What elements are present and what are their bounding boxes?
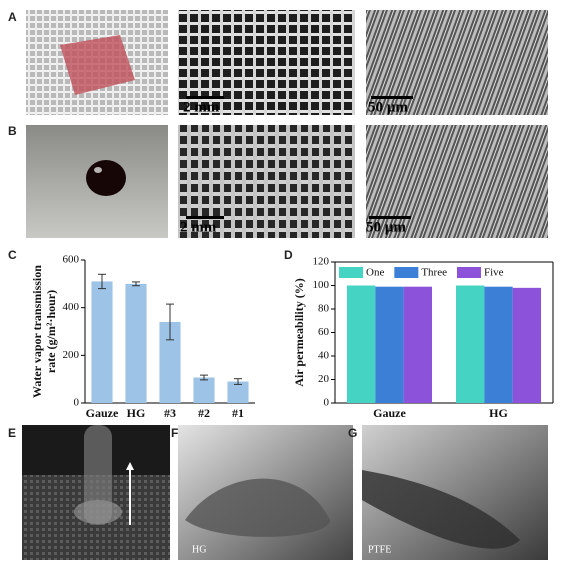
droplet [362,470,520,549]
scale-bar [371,96,413,99]
bar [125,283,147,403]
arrow-head [126,462,134,470]
y-tick-label: 60 [318,326,330,338]
bar [159,321,181,403]
legend-swatch [456,267,481,278]
scale-label: 2 mm [183,99,220,115]
bar [193,377,215,403]
panel-label: G [348,426,357,440]
x-tick-label: Gauze [86,406,119,420]
x-tick-label: #3 [164,406,176,420]
bar [484,286,513,403]
y-tick-label: 600 [63,254,80,266]
tube [84,425,112,525]
bar [403,286,433,403]
scale-label: 2 mm [180,219,217,235]
y-tick-label: 40 [318,350,330,362]
panel-label: C [8,248,17,262]
panel-label: A [8,10,17,24]
panel-label: D [284,248,293,262]
scale-bar [186,216,224,219]
scale-bar [186,96,224,99]
y-tick-label: 200 [63,349,80,361]
y-tick-label: 0 [74,397,80,409]
y-tick-label: 80 [318,303,330,315]
image-label: HG [192,544,206,555]
y-tick-label: 0 [324,397,330,409]
scale-label: 50 µm [368,99,408,115]
y-axis-label: Water vapor transmission [30,265,44,398]
y-tick-label: 100 [313,279,330,291]
x-tick-label: #1 [232,406,244,420]
legend-label: Three [421,267,447,279]
droplet [86,160,126,196]
legend-label: One [366,267,384,279]
y-tick-label: 400 [63,301,80,313]
x-tick-label: #2 [198,406,210,420]
bar [455,285,485,403]
sem-image [366,125,548,238]
y-axis-label: Air permeability (%) [292,278,306,386]
panel-label: E [8,426,16,440]
bar [512,287,542,403]
droplet [74,500,122,524]
bar [91,281,113,403]
bar [375,286,404,403]
bar [346,285,376,403]
x-tick-label: HG [127,406,146,420]
bar [227,381,249,403]
y-tick-label: 20 [318,373,330,385]
x-tick-label: Gauze [373,406,406,420]
scale-bar [369,216,411,219]
blood-stain [60,35,135,95]
panel-label: B [8,124,17,138]
panel-label: F [171,426,178,440]
legend-swatch [339,267,363,278]
highlight [94,167,102,173]
photo [178,125,355,238]
droplet [185,478,330,537]
x-tick-label: HG [489,406,508,420]
y-axis-label: rate (g/m²·hour) [44,290,58,373]
scale-label: 50 µm [366,219,406,235]
y-tick-label: 120 [313,256,330,268]
legend-label: Five [484,267,504,279]
image-label: PTFE [368,544,391,555]
legend-swatch [394,267,419,278]
